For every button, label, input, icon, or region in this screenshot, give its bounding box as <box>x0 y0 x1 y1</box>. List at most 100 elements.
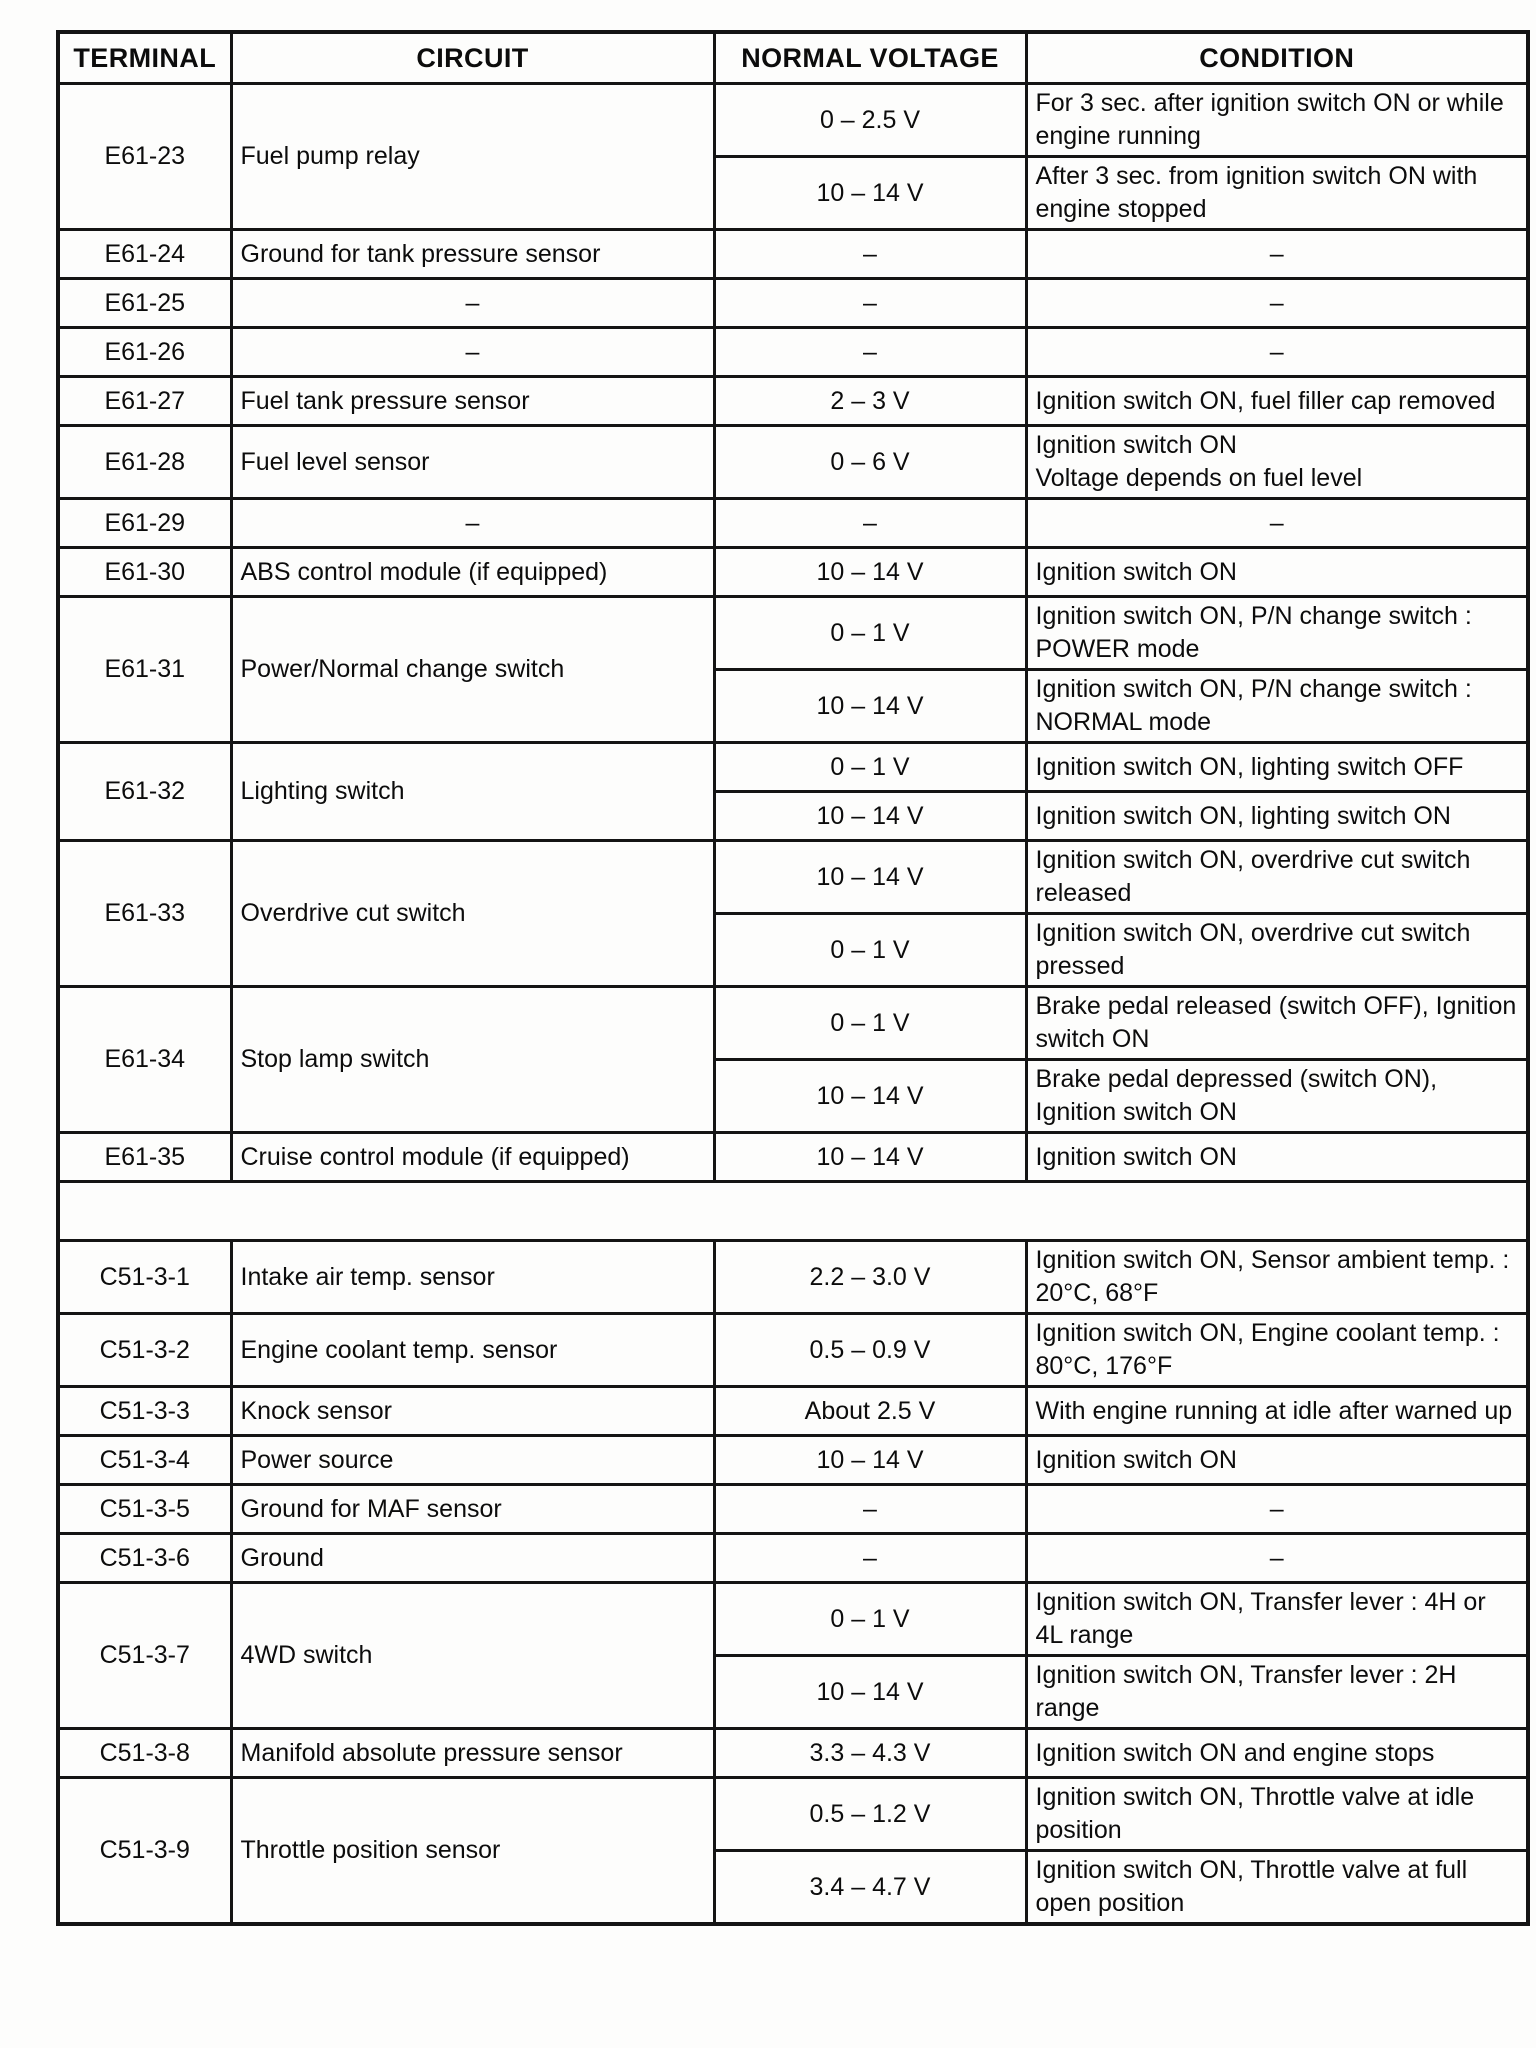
section-gap-row <box>58 1182 1528 1241</box>
table-row: E61-23 Fuel pump relay 0 – 2.5 V For 3 sec.… <box>56 82 1530 231</box>
voltage-cell: 10 – 14 V <box>712 790 1028 842</box>
circuit-cell: – <box>229 326 716 378</box>
circuit-cell: Manifold absolute pressure sensor <box>229 1727 716 1779</box>
voltage-cell: – <box>712 277 1028 329</box>
table-row: 3.4 – 4.7 V Ignition switch ON, Throttle … <box>58 1849 1530 1926</box>
voltage-cell: 10 – 14 V <box>712 546 1028 598</box>
table-row: E61-25– – – <box>56 277 1530 329</box>
terminal-cell: E61-24 <box>56 228 233 280</box>
voltage-cell: 2.2 – 3.0 V <box>712 1239 1028 1315</box>
header-condition: CONDITION <box>1024 30 1530 85</box>
voltage-cell: 10 – 14 V <box>712 1058 1028 1134</box>
condition-cell: Ignition switch ON, lighting switch ON <box>1024 790 1530 842</box>
terminal-cell: E61-26 <box>56 326 233 378</box>
terminal-cell: C51-3-2 <box>56 1312 233 1388</box>
condition-cell: Ignition switch ON, overdrive cut switch… <box>1024 839 1530 915</box>
voltage-cell: 3.3 – 4.3 V <box>712 1727 1028 1779</box>
voltage-cell: – <box>712 1483 1028 1535</box>
condition-cell: – <box>1024 228 1530 280</box>
terminal-cell: C51-3-5 <box>56 1483 233 1535</box>
terminal-cell: C51-3-6 <box>56 1532 233 1584</box>
terminal-cell: C51-3-7 <box>56 1581 233 1730</box>
table-row: E61-29– – – <box>56 497 1530 549</box>
voltage-cell: 0.5 – 0.9 V <box>712 1312 1028 1388</box>
table-row: 10 – 14 V Ignition switch ON, Transfer le… <box>58 1654 1530 1730</box>
table-row: C51-3-8 Manifold absolute pressure sensor… <box>56 1727 1530 1779</box>
condition-cell: After 3 sec. from ignition switch ON wit… <box>1024 155 1530 231</box>
condition-cell: Ignition switch ON, Throttle valve at id… <box>1024 1776 1530 1852</box>
header-terminal: TERMINAL <box>56 30 233 85</box>
condition-cell: Ignition switch ON Voltage depends on fu… <box>1024 424 1530 500</box>
table-row: C51-3-7 4WD switch 0 – 1 V Ignition switch … <box>56 1581 1530 1730</box>
condition-cell: Ignition switch ON, Transfer lever : 4H … <box>1024 1581 1530 1657</box>
circuit-cell: Power/Normal change switch <box>229 595 716 744</box>
voltage-cell: – <box>712 228 1028 280</box>
voltage-cell: – <box>712 326 1028 378</box>
voltage-cell: 0.5 – 1.2 V <box>712 1776 1028 1852</box>
circuit-cell: Overdrive cut switch <box>229 839 716 988</box>
terminal-cell: C51-3-1 <box>56 1239 233 1315</box>
terminal-cell: E61-35 <box>56 1131 233 1183</box>
table-row: E61-27 Fuel tank pressure sensor 2 – 3 V Ig… <box>56 375 1530 427</box>
condition-cell: – <box>1024 1483 1530 1535</box>
circuit-cell: Fuel pump relay <box>229 82 716 231</box>
condition-cell: Ignition switch ON <box>1024 1434 1530 1486</box>
condition-cell: Ignition switch ON, P/N change switch : … <box>1024 668 1530 744</box>
circuit-cell: Throttle position sensor <box>229 1776 716 1926</box>
condition-cell: – <box>1024 497 1530 549</box>
terminal-cell: E61-34 <box>56 985 233 1134</box>
table-row: E61-32 Lighting switch 0 – 1 V Ignition swi… <box>56 741 1530 842</box>
condition-cell: Ignition switch ON, Throttle valve at fu… <box>1024 1849 1530 1926</box>
voltage-cell: 0 – 1 V <box>712 595 1028 671</box>
condition-cell: With engine running at idle after warned… <box>1024 1385 1530 1437</box>
table-row: C51-3-1 Intake air temp. sensor 2.2 – 3.0 … <box>56 1239 1530 1315</box>
circuit-cell: Engine coolant temp. sensor <box>229 1312 716 1388</box>
table-row: E61-30 ABS control module (if equipped) 10… <box>56 546 1530 598</box>
condition-cell: Ignition switch ON, overdrive cut switch… <box>1024 912 1530 988</box>
table-row: C51-3-6 Ground – – <box>56 1532 1530 1584</box>
circuit-cell: Intake air temp. sensor <box>229 1239 716 1315</box>
terminal-cell: E61-31 <box>56 595 233 744</box>
circuit-cell: Cruise control module (if equipped) <box>229 1131 716 1183</box>
table-row: 10 – 14 V Ignition switch ON, lighting sw… <box>58 790 1530 842</box>
condition-cell: – <box>1024 326 1530 378</box>
table-row: E61-35 Cruise control module (if equipped… <box>56 1131 1530 1183</box>
table-row: C51-3-5 Ground for MAF sensor – – <box>56 1483 1530 1535</box>
voltage-cell: 10 – 14 V <box>712 1131 1028 1183</box>
terminal-cell: E61-33 <box>56 839 233 988</box>
voltage-cell: 0 – 1 V <box>712 1581 1028 1657</box>
condition-cell: Ignition switch ON, Sensor ambient temp.… <box>1024 1239 1530 1315</box>
terminal-cell: E61-23 <box>56 82 233 231</box>
table-row: C51-3-4 Power source 10 – 14 V Ignition swi… <box>56 1434 1530 1486</box>
voltage-cell: 0 – 1 V <box>712 741 1028 793</box>
table-row: 0 – 1 V Ignition switch ON, overdrive cut… <box>58 912 1530 988</box>
terminal-cell: C51-3-3 <box>56 1385 233 1437</box>
voltage-cell: 10 – 14 V <box>712 668 1028 744</box>
table-row: C51-3-2 Engine coolant temp. sensor 0.5 – … <box>56 1312 1530 1388</box>
circuit-cell: – <box>229 277 716 329</box>
condition-cell: For 3 sec. after ignition switch ON or w… <box>1024 82 1530 158</box>
voltage-cell: 10 – 14 V <box>712 1434 1028 1486</box>
voltage-cell: 0 – 6 V <box>712 424 1028 500</box>
circuit-cell: Ground <box>229 1532 716 1584</box>
circuit-cell: Lighting switch <box>229 741 716 842</box>
condition-cell: Ignition switch ON, fuel filler cap remo… <box>1024 375 1530 427</box>
table-row: C51-3-9 Throttle position sensor 0.5 – 1.2… <box>56 1776 1530 1926</box>
table-row: 10 – 14 V Ignition switch ON, P/N change … <box>58 668 1530 744</box>
circuit-cell: – <box>229 497 716 549</box>
table-row: E61-33 Overdrive cut switch 10 – 14 V Ignit… <box>56 839 1530 988</box>
circuit-cell: ABS control module (if equipped) <box>229 546 716 598</box>
condition-cell: Ignition switch ON and engine stops <box>1024 1727 1530 1779</box>
circuit-cell: Stop lamp switch <box>229 985 716 1134</box>
condition-cell: Ignition switch ON <box>1024 546 1530 598</box>
table-row: E61-24 Ground for tank pressure sensor – – <box>56 228 1530 280</box>
terminal-cell: E61-27 <box>56 375 233 427</box>
condition-cell: Ignition switch ON, Engine coolant temp.… <box>1024 1312 1530 1388</box>
terminal-cell: C51-3-9 <box>56 1776 233 1926</box>
terminal-cell: E61-29 <box>56 497 233 549</box>
voltage-cell: 10 – 14 V <box>712 1654 1028 1730</box>
voltage-cell: – <box>712 1532 1028 1584</box>
condition-cell: Ignition switch ON, lighting switch OFF <box>1024 741 1530 793</box>
